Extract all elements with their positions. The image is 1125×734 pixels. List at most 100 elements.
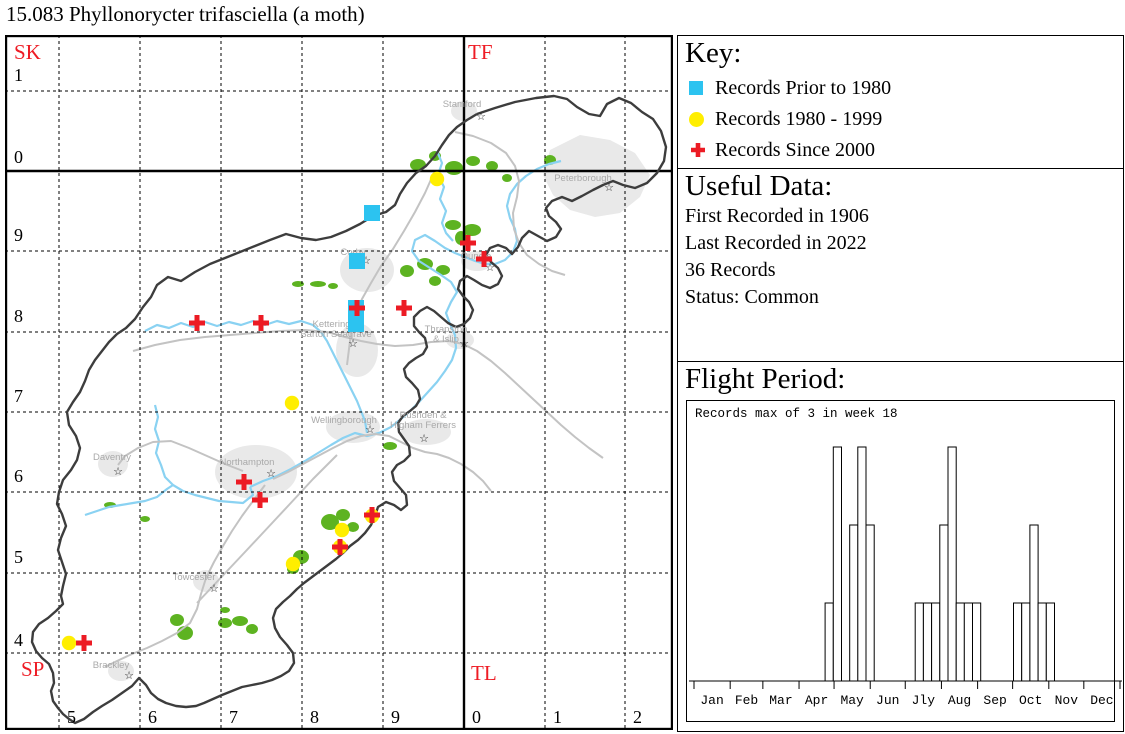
bar-week-34 (963, 602, 973, 682)
key-item-since-2000: Records Since 2000 (689, 137, 1116, 163)
record-marker-since-2000 (460, 235, 476, 251)
month-label: Sep (983, 693, 1006, 708)
record-marker-since-2000 (476, 251, 492, 267)
town-label: & Islip (433, 334, 459, 345)
town-label: Peterborough (554, 173, 612, 184)
chart-annotation: Records max of 3 in week 18 (695, 407, 898, 421)
record-marker-1980-1999 (429, 171, 445, 187)
bar-week-40 (1013, 602, 1023, 682)
wood-patch (429, 276, 441, 286)
wood-patch (321, 514, 339, 530)
record-marker-since-2000 (189, 315, 205, 331)
road (196, 454, 338, 604)
key-item-1980-1999: Records 1980 - 1999 (689, 106, 1116, 132)
bar-week-41 (1021, 602, 1031, 682)
record-marker-since-2000 (253, 315, 269, 331)
wood-patch (347, 522, 359, 532)
month-label: Oct (1019, 693, 1042, 708)
urban-peterborough (543, 135, 650, 217)
month-label: Jly (912, 693, 936, 708)
month-label: Dec (1090, 693, 1113, 708)
town-star-icon: ☆ (124, 669, 134, 682)
bar-week-44 (1045, 602, 1055, 682)
wood-patch (328, 283, 338, 289)
first-recorded-line: First Recorded in 1906 (685, 205, 869, 228)
record-marker-since-2000 (364, 507, 380, 523)
record-markers (61, 171, 492, 651)
wood-patch (140, 516, 150, 522)
bar-week-35 (972, 602, 982, 682)
wood-patch (232, 616, 248, 626)
month-label: Aug (948, 693, 971, 708)
urban-area (98, 451, 128, 477)
flight-period-chart: Records max of 3 in week 18 Jan Feb Mar Apr M… (686, 400, 1122, 723)
town-star-icon: ☆ (266, 467, 276, 480)
month-label: Nov (1055, 693, 1079, 708)
record-marker-prior-1980 (364, 205, 380, 221)
river (435, 150, 454, 242)
town-star-icon: ☆ (113, 465, 123, 478)
wood-patch (220, 607, 230, 613)
map-border (5, 35, 673, 730)
record-marker-prior-1980 (349, 253, 365, 269)
record-marker-since-2000 (396, 300, 412, 316)
key-heading: Key: (685, 37, 742, 69)
town-star-icon: ☆ (459, 337, 469, 350)
road (132, 329, 604, 459)
status-line: Status: Common (685, 286, 819, 309)
grid-row-label: 0 (14, 147, 23, 167)
grid-col-label: 2 (633, 707, 642, 727)
wood-patch (502, 174, 512, 182)
key-item-label: Records Since 2000 (715, 138, 875, 161)
town-star-icon: ☆ (476, 110, 486, 123)
wood-patch (218, 618, 232, 628)
key-item-prior-1980: Records Prior to 1980 (689, 75, 1116, 101)
record-marker-1980-1999 (61, 635, 77, 651)
grid-100km-letters: TL (471, 661, 497, 685)
month-label: Mar (769, 693, 792, 708)
month-label: Jan (700, 693, 723, 708)
month-label: Feb (735, 693, 758, 708)
wood-patch (310, 281, 326, 287)
town-star-icon: ☆ (209, 582, 219, 595)
town-label: Wellingborough (311, 415, 377, 426)
month-label: May (840, 693, 864, 708)
town-star-icon: ☆ (485, 261, 495, 274)
bar-week-17 (824, 602, 834, 682)
month-label: Apr (805, 693, 828, 708)
town-star-icon: ☆ (361, 254, 371, 267)
grid-col-label: 9 (391, 707, 400, 727)
chart-bars (824, 446, 1055, 682)
bar-week-33 (955, 602, 965, 682)
grid-100km-letters: SK (14, 40, 41, 64)
wood-patch (400, 265, 414, 277)
town-label: Kettering & (313, 319, 361, 330)
record-marker-since-2000 (252, 492, 268, 508)
town-label: Higham Ferrers (390, 420, 456, 431)
grid-col-label: 7 (229, 707, 238, 727)
urban-area (215, 445, 297, 499)
bar-week-28 (914, 602, 924, 682)
urban-area (446, 331, 474, 349)
flight-period-heading: Flight Period: (685, 363, 846, 395)
town-star-icon: ☆ (365, 423, 375, 436)
wood-patch (486, 161, 498, 171)
town-label: Brackley (93, 660, 130, 671)
useful-data-section: Useful Data: First Recorded in 1906 Last… (678, 169, 1123, 362)
bar-week-42 (1029, 524, 1039, 682)
grid-row-label: 4 (14, 630, 23, 650)
grid-lines (5, 35, 673, 730)
record-marker-1980-1999 (285, 556, 301, 572)
town-star-icon: ☆ (604, 181, 614, 194)
river (153, 404, 255, 505)
grid-row-label: 8 (14, 306, 23, 326)
road (454, 131, 566, 276)
road (117, 440, 244, 472)
grid-row-label: 1 (14, 65, 23, 85)
grid-col-label: 1 (553, 707, 562, 727)
wood-patch (336, 509, 350, 521)
useful-data-heading: Useful Data: (685, 170, 833, 202)
wood-patch (463, 224, 481, 236)
town-label: Thrapston (425, 324, 468, 335)
chart-axis (689, 680, 1122, 690)
